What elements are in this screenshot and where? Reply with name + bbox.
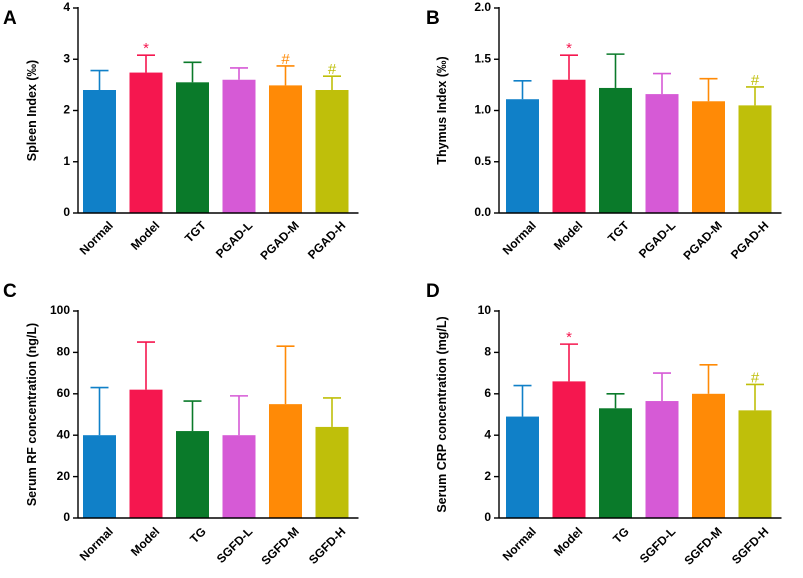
bar-normal [506, 99, 539, 213]
bar-model [552, 381, 586, 518]
bar-sgfd-h [315, 426, 349, 518]
y-tick-label: 80 [57, 345, 71, 359]
x-tick-label: Normal [500, 524, 539, 563]
y-tick-label: 40 [57, 427, 71, 441]
x-tick-label: TGT [605, 218, 632, 245]
bar-normal [83, 435, 116, 518]
bar-pgad-l [645, 94, 679, 213]
y-tick-label: 1.5 [474, 51, 491, 65]
x-tick-label: Model [128, 218, 162, 252]
x-tick-label: PGAD-L [636, 218, 678, 260]
bar-sgfd-l [222, 435, 256, 518]
y-axis-title: Serum RF concentration (ng/L) [25, 323, 39, 506]
y-tick-label: 100 [50, 303, 70, 317]
x-tick-label: SGFD-M [258, 524, 301, 567]
bar-pgad-l [222, 79, 256, 213]
y-axis-title: Thymus Index (‰) [435, 56, 449, 164]
bar-normal [83, 90, 116, 213]
panel-letter: D [426, 281, 440, 302]
bar-normal [506, 416, 539, 518]
y-tick-label: 1.0 [474, 103, 491, 117]
x-tick-label: SGFD-M [681, 524, 724, 567]
y-tick-label: 2.0 [474, 0, 491, 14]
x-tick-label: TGT [182, 218, 209, 245]
x-tick-label: SGFD-H [729, 524, 771, 566]
y-tick-label: 3 [63, 51, 70, 65]
bar-sgfd-l [645, 401, 679, 518]
y-tick-label: 0.0 [474, 205, 491, 219]
y-tick-label: 1 [63, 154, 70, 168]
x-tick-label: Normal [500, 218, 539, 257]
x-tick-label: PGAD-H [305, 218, 348, 261]
bar-sgfd-h [738, 410, 772, 518]
y-tick-label: 8 [484, 345, 491, 359]
y-tick-label: 60 [57, 386, 71, 400]
significance-asterisk: * [566, 40, 572, 57]
x-tick-label: PGAD-M [258, 218, 302, 262]
x-tick-label: Normal [77, 524, 116, 563]
bar-pgad-h [315, 90, 349, 213]
bar-model [129, 72, 163, 213]
y-tick-label: 0 [63, 510, 70, 524]
y-axis-title: Serum CRP concentration (mg/L) [435, 316, 449, 512]
significance-asterisk: * [566, 329, 572, 346]
significance-hash: # [751, 369, 760, 386]
significance-hash: # [328, 61, 337, 78]
bar-tg [176, 431, 209, 518]
y-tick-label: 0 [63, 205, 70, 219]
bar-model [129, 389, 163, 518]
bar-tgt [176, 82, 209, 213]
panel-letter: A [3, 8, 17, 29]
x-tick-label: Model [551, 218, 585, 252]
y-tick-label: 6 [484, 386, 491, 400]
chart-panel-a: A Spleen Index (‰) Normal * Model TGT PGAD-L # P… [3, 0, 359, 263]
bar-tgt [599, 87, 632, 213]
y-tick-label: 4 [63, 0, 70, 14]
y-tick-label: 20 [57, 469, 71, 483]
y-tick-label: 2 [63, 103, 70, 117]
x-tick-label: PGAD-H [728, 218, 771, 261]
x-tick-label: Normal [77, 218, 116, 257]
chart-panel-c: C Serum RF concentration (ng/L) Normal Mode… [3, 281, 359, 568]
chart-panel-d: D Serum CRP concentration (mg/L) Normal * Mo… [426, 281, 782, 568]
y-tick-label: 10 [478, 303, 492, 317]
bar-pgad-h [738, 105, 772, 213]
x-tick-label: SGFD-L [214, 524, 255, 565]
bar-sgfd-m [692, 393, 725, 518]
y-tick-label: 4 [484, 427, 491, 441]
bar-sgfd-m [269, 404, 302, 518]
y-tick-label: 0 [484, 510, 491, 524]
significance-hash: # [751, 72, 760, 89]
y-tick-label: 2 [484, 469, 491, 483]
panel-letter: C [3, 281, 17, 302]
x-tick-label: Model [551, 524, 585, 558]
bar-model [552, 79, 586, 213]
panel-letter: B [426, 8, 440, 29]
significance-asterisk: * [143, 40, 149, 57]
bar-tg [599, 408, 632, 518]
x-tick-label: TG [187, 524, 209, 546]
x-tick-label: PGAD-L [213, 218, 255, 260]
significance-hash: # [281, 51, 290, 68]
bar-pgad-m [269, 85, 302, 213]
x-tick-label: SGFD-L [637, 524, 678, 565]
y-axis-title: Spleen Index (‰) [25, 60, 39, 161]
x-tick-label: PGAD-M [681, 218, 725, 262]
y-tick-label: 0.5 [474, 154, 491, 168]
x-tick-label: TG [610, 524, 632, 546]
x-tick-label: SGFD-H [306, 524, 348, 566]
x-tick-label: Model [128, 524, 162, 558]
bar-pgad-m [692, 101, 725, 213]
